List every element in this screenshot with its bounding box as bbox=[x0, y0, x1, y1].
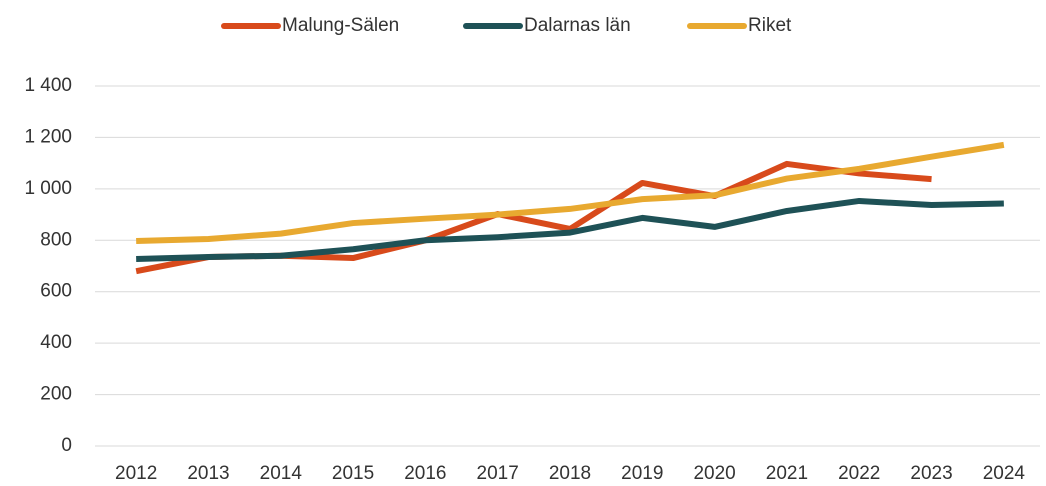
legend-label: Malung-Sälen bbox=[282, 15, 399, 36]
x-tick-label: 2022 bbox=[838, 463, 880, 484]
x-tick-label: 2024 bbox=[983, 463, 1026, 484]
x-tick-label: 2023 bbox=[910, 463, 952, 484]
x-tick-label: 2016 bbox=[404, 463, 446, 484]
y-tick-label: 1 000 bbox=[24, 178, 72, 199]
y-tick-label: 600 bbox=[40, 281, 72, 302]
x-tick-label: 2015 bbox=[332, 463, 374, 484]
y-tick-label: 800 bbox=[40, 229, 72, 250]
x-tick-label: 2012 bbox=[115, 463, 157, 484]
y-tick-label: 1 200 bbox=[24, 126, 72, 147]
legend-label: Riket bbox=[748, 15, 792, 36]
x-tick-label: 2021 bbox=[766, 463, 808, 484]
y-tick-label: 0 bbox=[61, 435, 72, 456]
x-tick-label: 2014 bbox=[260, 463, 303, 484]
y-tick-label: 1 400 bbox=[24, 75, 72, 96]
legend-label: Dalarnas län bbox=[524, 15, 631, 36]
series-line bbox=[136, 197, 1004, 263]
x-tick-label: 2013 bbox=[187, 463, 229, 484]
x-tick-label: 2018 bbox=[549, 463, 591, 484]
series-line bbox=[136, 141, 1005, 245]
y-tick-label: 200 bbox=[40, 384, 72, 405]
y-tick-label: 400 bbox=[40, 332, 72, 353]
x-tick-label: 2017 bbox=[477, 463, 519, 484]
x-tick-label: 2020 bbox=[693, 463, 735, 484]
x-tick-label: 2019 bbox=[621, 463, 663, 484]
